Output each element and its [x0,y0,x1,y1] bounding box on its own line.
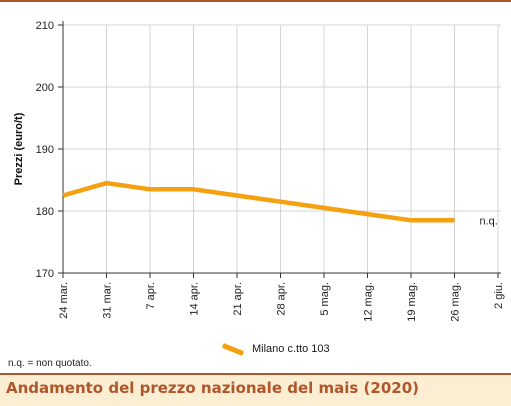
x-tick-label: 24 mar. [58,282,70,319]
x-tick-label: 5 mag. [319,282,331,316]
y-tick-label: 180 [36,206,54,218]
footnote: n.q. = non quotato. [8,358,92,369]
y-tick-label: 200 [36,82,54,94]
x-tick-label: 19 mag. [406,282,418,322]
caption-title: Andamento del prezzo nazionale del mais … [6,379,419,397]
legend-swatch [221,342,245,356]
line-chart: 170 180 190 200 210 24 mar. 31 mar. 7 apr. 14 a… [13,20,505,322]
x-tick-label: 21 apr. [232,282,244,316]
top-rule [0,0,511,2]
y-tick-label: 190 [36,144,54,156]
y-tick-label: 170 [36,268,54,280]
x-tick-label: 2 giu. [493,282,505,309]
series-line [62,180,455,223]
horizontal-gridlines [63,24,501,212]
axes [58,21,501,278]
caption-bar: Andamento del prezzo nazionale del mais … [0,373,511,406]
x-tick-label: 14 apr. [189,282,201,316]
x-tick-label: 28 apr. [276,282,288,316]
y-axis-title: Prezzi (euro/t) [13,112,25,185]
x-tick-label: 31 mar. [102,282,114,319]
nq-annotation: n.q. [480,215,498,227]
x-tick-label: 12 mag. [363,282,375,322]
legend: Milano c.tto 103 [221,341,330,357]
x-tick-label: 26 mag. [450,282,462,322]
legend-label: Milano c.tto 103 [252,343,330,355]
x-tick-label: 7 apr. [145,282,157,310]
annotations: n.q. [480,215,498,227]
series-lines [62,180,455,223]
y-tick-label: 210 [36,20,54,32]
y-tick-labels: 170 180 190 200 210 [36,20,54,280]
x-tick-labels: 24 mar. 31 mar. 7 apr. 14 apr. 21 apr. 28 apr… [58,282,505,322]
